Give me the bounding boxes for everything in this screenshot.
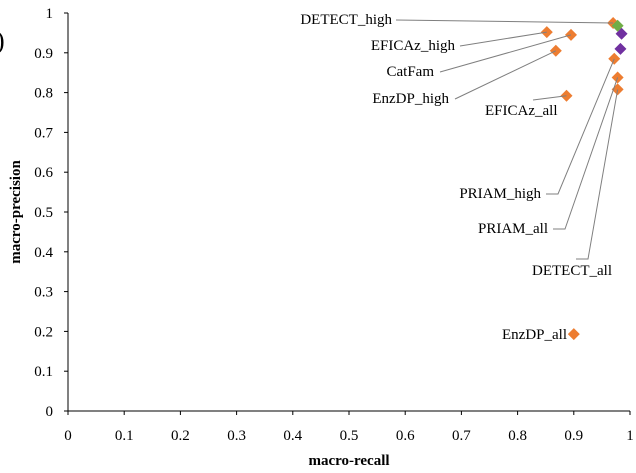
panel-label: ) xyxy=(0,26,5,55)
leader-line xyxy=(546,58,615,195)
point-label: EnzDP_all xyxy=(502,327,567,343)
data-point-marker xyxy=(608,52,621,65)
y-tick-label: 0.4 xyxy=(34,245,53,261)
point-label: EFICAz_high xyxy=(371,38,456,54)
point-labels: DETECT_high EFICAz_high CatFam EnzDP_high EF… xyxy=(300,12,619,343)
point-label: CatFam xyxy=(387,64,435,80)
leader-line xyxy=(459,31,547,47)
x-tick-label: 0.6 xyxy=(396,428,415,444)
leader-line xyxy=(532,95,567,101)
data-points xyxy=(540,16,628,341)
x-tick-label: 0.8 xyxy=(508,428,527,444)
y-tick-label: 0.9 xyxy=(34,46,53,62)
x-tick-label: 0.7 xyxy=(452,428,471,444)
axes: 0 0.1 0.2 0.3 0.4 0.5 0.6 0.7 0.8 0.9 1 0 0.1 0.2 0.3 0… xyxy=(34,6,634,444)
y-tick-label: 0.6 xyxy=(34,165,53,181)
y-tick-label: 0 xyxy=(46,404,54,420)
point-label: DETECT_all xyxy=(532,263,612,279)
x-tick-label: 0 xyxy=(64,428,72,444)
x-tick-label: 0.2 xyxy=(171,428,190,444)
y-tick-label: 0.8 xyxy=(34,86,53,102)
leader-line xyxy=(553,77,619,230)
y-tick-label: 1 xyxy=(46,6,54,22)
x-tick-label: 0.4 xyxy=(283,428,302,444)
point-label: PRIAM_high xyxy=(459,186,541,202)
y-tick-label: 0.3 xyxy=(34,285,53,301)
point-label: DETECT_high xyxy=(300,12,392,28)
x-tick-label: 0.9 xyxy=(564,428,583,444)
leader-line xyxy=(454,50,557,100)
y-tick-label: 0.2 xyxy=(34,324,53,340)
x-tick-label: 0.3 xyxy=(227,428,246,444)
data-point-marker xyxy=(611,19,624,32)
point-label: EFICAz_all xyxy=(485,103,558,119)
data-point-marker xyxy=(567,328,580,341)
data-point-marker xyxy=(614,42,627,55)
y-tick-label: 0.5 xyxy=(34,205,53,221)
x-tick-label: 0.5 xyxy=(340,428,359,444)
x-axis-title: macro-recall xyxy=(308,453,389,469)
leader-line xyxy=(576,89,619,260)
y-tick-label: 0.7 xyxy=(34,125,53,141)
y-tick-label: 0.1 xyxy=(34,364,53,380)
leader-line xyxy=(439,34,572,73)
y-axis-title: macro-precision xyxy=(8,160,24,264)
point-label: PRIAM_all xyxy=(478,221,548,237)
x-tick-label: 1 xyxy=(626,428,634,444)
point-label: EnzDP_high xyxy=(372,91,449,107)
x-tick-label: 0.1 xyxy=(115,428,134,444)
leader-line xyxy=(395,19,614,24)
